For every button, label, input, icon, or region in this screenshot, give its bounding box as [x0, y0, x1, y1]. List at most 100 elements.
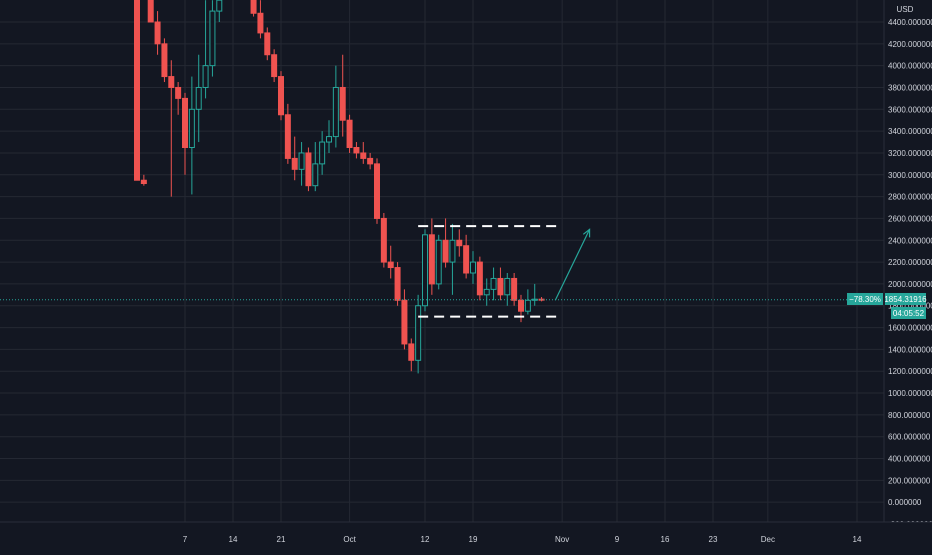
candle-body [305, 152, 312, 187]
candle-body [394, 267, 401, 301]
candle [140, 174, 147, 186]
y-tick-label: 1400.000000 [888, 345, 932, 354]
candle-body [538, 298, 545, 301]
price-axis[interactable]: USD 4400.000000 4200.000000 4000.000000 380… [883, 0, 932, 529]
drawings[interactable] [418, 225, 591, 318]
candle-body [504, 277, 511, 296]
x-tick-label: 19 [469, 535, 478, 544]
x-tick-label: Dec [761, 535, 775, 544]
countdown-badge [891, 307, 926, 319]
candle [291, 136, 298, 181]
candle-body [216, 0, 223, 12]
y-tick-label: 1600.000000 [888, 324, 932, 333]
x-tick-label: 7 [183, 535, 188, 544]
candle-body [435, 239, 442, 285]
candle [401, 289, 408, 350]
last-price-badge [885, 293, 926, 305]
x-tick-label: Nov [555, 535, 569, 544]
y-tick-label: 3000.000000 [888, 171, 932, 180]
x-tick-label: 9 [615, 535, 620, 544]
candle [415, 294, 422, 374]
candle [312, 142, 319, 192]
candle-body [470, 261, 476, 274]
candle-body [367, 157, 374, 165]
y-tick-label: 400.000000 [888, 455, 931, 464]
y-tick-label: 1200.000000 [888, 367, 932, 376]
x-tick-label: 14 [229, 535, 238, 544]
candle-body [257, 12, 264, 34]
y-tick-label: 3600.000000 [888, 105, 932, 114]
candle-body [154, 21, 161, 45]
candle [408, 338, 415, 372]
candle [147, 0, 154, 23]
candle-body [497, 277, 504, 296]
candle [456, 229, 463, 257]
y-tick-label: 4400.000000 [888, 18, 932, 27]
candle-body [278, 76, 284, 116]
candle [353, 142, 360, 159]
time-axis[interactable]: 7 14 21 Oct 12 19 Nov 9 16 23 Dec 14 [0, 521, 932, 550]
candle-body [175, 86, 182, 99]
candle-body [380, 217, 387, 263]
candle-body [353, 147, 360, 154]
y-tick-label: 2400.000000 [888, 236, 932, 245]
candle-body [332, 86, 339, 138]
grid [0, 0, 884, 525]
candle [463, 234, 470, 279]
candle-body [360, 152, 367, 159]
countdown-badge-text: 04:05:52 [893, 309, 925, 318]
candle-body [442, 239, 449, 263]
candle [188, 76, 195, 195]
candle-body [188, 108, 195, 148]
candle [360, 142, 367, 164]
change-badge [847, 293, 883, 305]
candle [531, 283, 538, 306]
candle-body [422, 234, 428, 307]
candle [374, 158, 380, 224]
candle-body [140, 179, 147, 185]
x-tick-label: 14 [853, 535, 862, 544]
candle [195, 54, 202, 143]
candle-body [326, 136, 332, 143]
candle [168, 60, 175, 197]
price-axis-bg [884, 0, 932, 522]
candle [524, 289, 531, 315]
y-tick-label: 600.000000 [888, 433, 931, 442]
candle-body [134, 0, 140, 181]
candle [175, 82, 182, 115]
candle-body [284, 114, 291, 159]
candle [394, 262, 401, 306]
price-badges: −78.30% 1854.31916 04:05:52 [847, 293, 927, 319]
arrow-head-icon [582, 228, 591, 238]
candle-body [195, 86, 202, 110]
candle-body [408, 343, 415, 361]
x-tick-label: Oct [343, 535, 356, 544]
candle-body [298, 152, 305, 170]
y-tick-label: 3400.000000 [888, 127, 932, 136]
y-tick-label: 2800.000000 [888, 193, 932, 202]
candle-body [202, 65, 209, 88]
candle [305, 147, 312, 192]
candle-body [264, 32, 271, 56]
projection-arrow[interactable] [554, 229, 591, 301]
candle-body [374, 163, 380, 219]
candle-body [490, 277, 497, 290]
candle [216, 0, 223, 22]
candle-body [476, 261, 483, 296]
y-tick-label: 1000.000000 [888, 389, 932, 398]
candle [442, 218, 449, 268]
candle [518, 294, 524, 323]
candle-body [346, 119, 353, 148]
y-tick-label: 200.000000 [888, 476, 931, 485]
y-tick-label: 4000.000000 [888, 62, 932, 71]
candle [332, 65, 339, 148]
candle [134, 0, 140, 181]
candle [271, 49, 278, 83]
change-badge-text: −78.30% [849, 295, 881, 304]
candle [278, 71, 284, 121]
candle-body [518, 299, 524, 312]
candle-body [168, 76, 175, 88]
candle [161, 38, 168, 83]
